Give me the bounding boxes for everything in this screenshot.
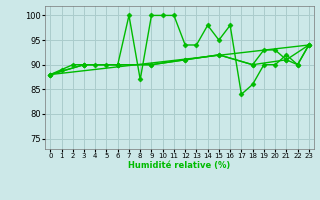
X-axis label: Humidité relative (%): Humidité relative (%) bbox=[128, 161, 231, 170]
